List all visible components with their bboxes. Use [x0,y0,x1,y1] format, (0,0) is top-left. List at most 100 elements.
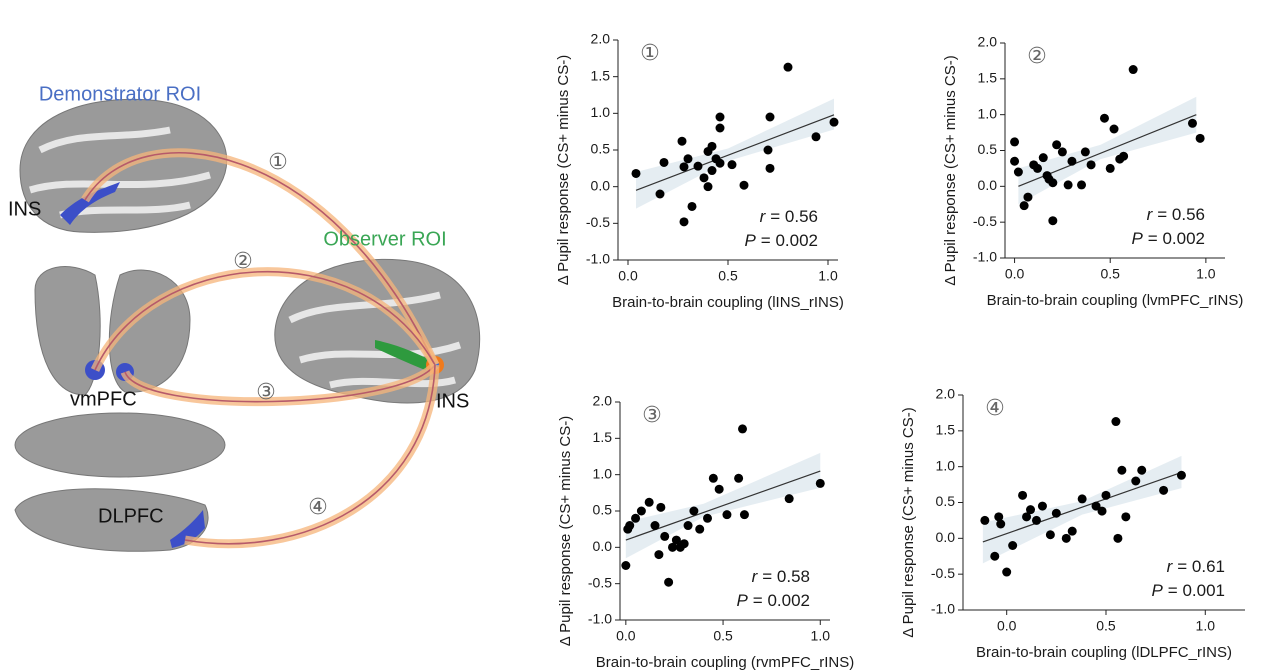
point [695,524,705,534]
y-tick-label: -0.5 [586,214,610,230]
y-axis-label: Δ Pupil response (CS+ minus CS-) [555,55,572,286]
roi-observer [375,340,435,370]
x-axis-label: Brain-to-brain coupling (lDLPFC_rINS) [976,644,1232,661]
point [994,512,1004,522]
x-tick-label: 0.0 [618,268,638,284]
y-tick-label: -0.5 [588,574,612,590]
demonstrator-label: Demonstrator ROI [39,83,201,105]
point [1077,180,1087,190]
point [1067,156,1077,166]
point [671,535,681,545]
point [1023,192,1033,202]
stat-symbol: P [1131,229,1143,248]
point [1187,118,1197,128]
stat-r: r = 0.58 [752,567,810,586]
stat-symbol: P [736,591,748,610]
point [1033,163,1043,173]
y-tick-label: 0.0 [978,177,998,193]
point [1105,163,1115,173]
x-axis-label: Brain-to-brain coupling (rvmPFC_rINS) [596,654,854,671]
point [1002,567,1012,577]
y-tick-label: 1.0 [978,105,998,121]
point [715,112,725,122]
point [1091,501,1101,511]
y-tick-label: 0.5 [978,141,998,157]
stat-symbol: P [1151,581,1163,600]
point [636,506,646,516]
link-label: ④ [308,495,328,520]
point [1159,485,1169,495]
point [1031,515,1041,525]
point [655,189,665,199]
region-label: INS [436,390,469,412]
stat-value: = 0.001 [1168,581,1225,600]
point [811,132,821,142]
point [1099,113,1109,123]
point [765,112,775,122]
point [1109,124,1119,134]
point [677,136,687,146]
region-label: DLPFC [98,505,164,527]
y-tick-label: 0.5 [591,141,611,157]
y-axis-label: Δ Pupil response (CS+ minus CS-) [900,407,917,638]
point [668,542,677,552]
point [1077,494,1087,504]
link-label: ② [233,249,253,274]
roi-ins [60,182,120,225]
y-tick-label: 1.0 [936,457,956,473]
point [1063,180,1073,190]
y-tick-label: -0.5 [931,565,955,581]
region-label: INS [8,198,41,220]
y-tick-label: 1.5 [978,70,998,86]
stat-value: = 0.56 [770,207,818,226]
panel-label: ③ [642,403,662,428]
point [980,515,990,525]
y-tick-label: 1.5 [936,422,956,438]
point [650,521,660,531]
point [1113,533,1123,543]
link-label: ① [268,150,288,175]
link-label: ③ [256,380,276,405]
stat-value: = 0.002 [761,231,818,250]
x-tick-label: 0.0 [1005,266,1025,282]
link [184,364,436,545]
point [1051,508,1061,518]
x-tick-label: 1.0 [1196,266,1216,282]
x-tick-label: 0.0 [616,628,636,644]
stat-r: r = 0.56 [760,207,818,226]
stat-r: r = 0.61 [1167,557,1225,576]
scatter-chart: -1.0 -0.5 0.0 0.5 1.0 1.5 2.0 0.0 0.5 1.0 Brain-to… [555,31,844,311]
point [708,473,718,483]
point [1061,533,1071,543]
point [631,168,641,178]
stat-symbol: r [752,567,759,586]
stat-p: P = 0.002 [1131,229,1205,248]
point [1101,490,1111,500]
point [815,478,825,488]
point [1045,530,1055,540]
y-tick-label: 2.0 [978,34,998,50]
point [631,513,641,523]
point [693,161,703,171]
point [707,141,717,151]
point [990,551,1000,561]
point [1057,147,1067,157]
point [715,123,725,133]
stat-value: = 0.61 [1177,557,1225,576]
point [707,166,717,176]
link [84,151,436,366]
point [656,502,666,512]
point [1128,65,1138,75]
brain-diagram: Demonstrator ROI Observer ROI INS vmPFC … [8,83,481,552]
confidence-band [636,98,834,209]
y-tick-label: 1.0 [593,465,613,481]
y-axis-label: Δ Pupil response (CS+ minus CS-) [557,416,574,647]
y-tick-label: 2.0 [936,386,956,402]
point [722,510,732,520]
point [699,173,709,183]
point [1137,465,1147,475]
point [659,157,669,167]
y-tick-label: 0.0 [593,538,613,554]
point [654,550,664,560]
point [1119,151,1129,161]
